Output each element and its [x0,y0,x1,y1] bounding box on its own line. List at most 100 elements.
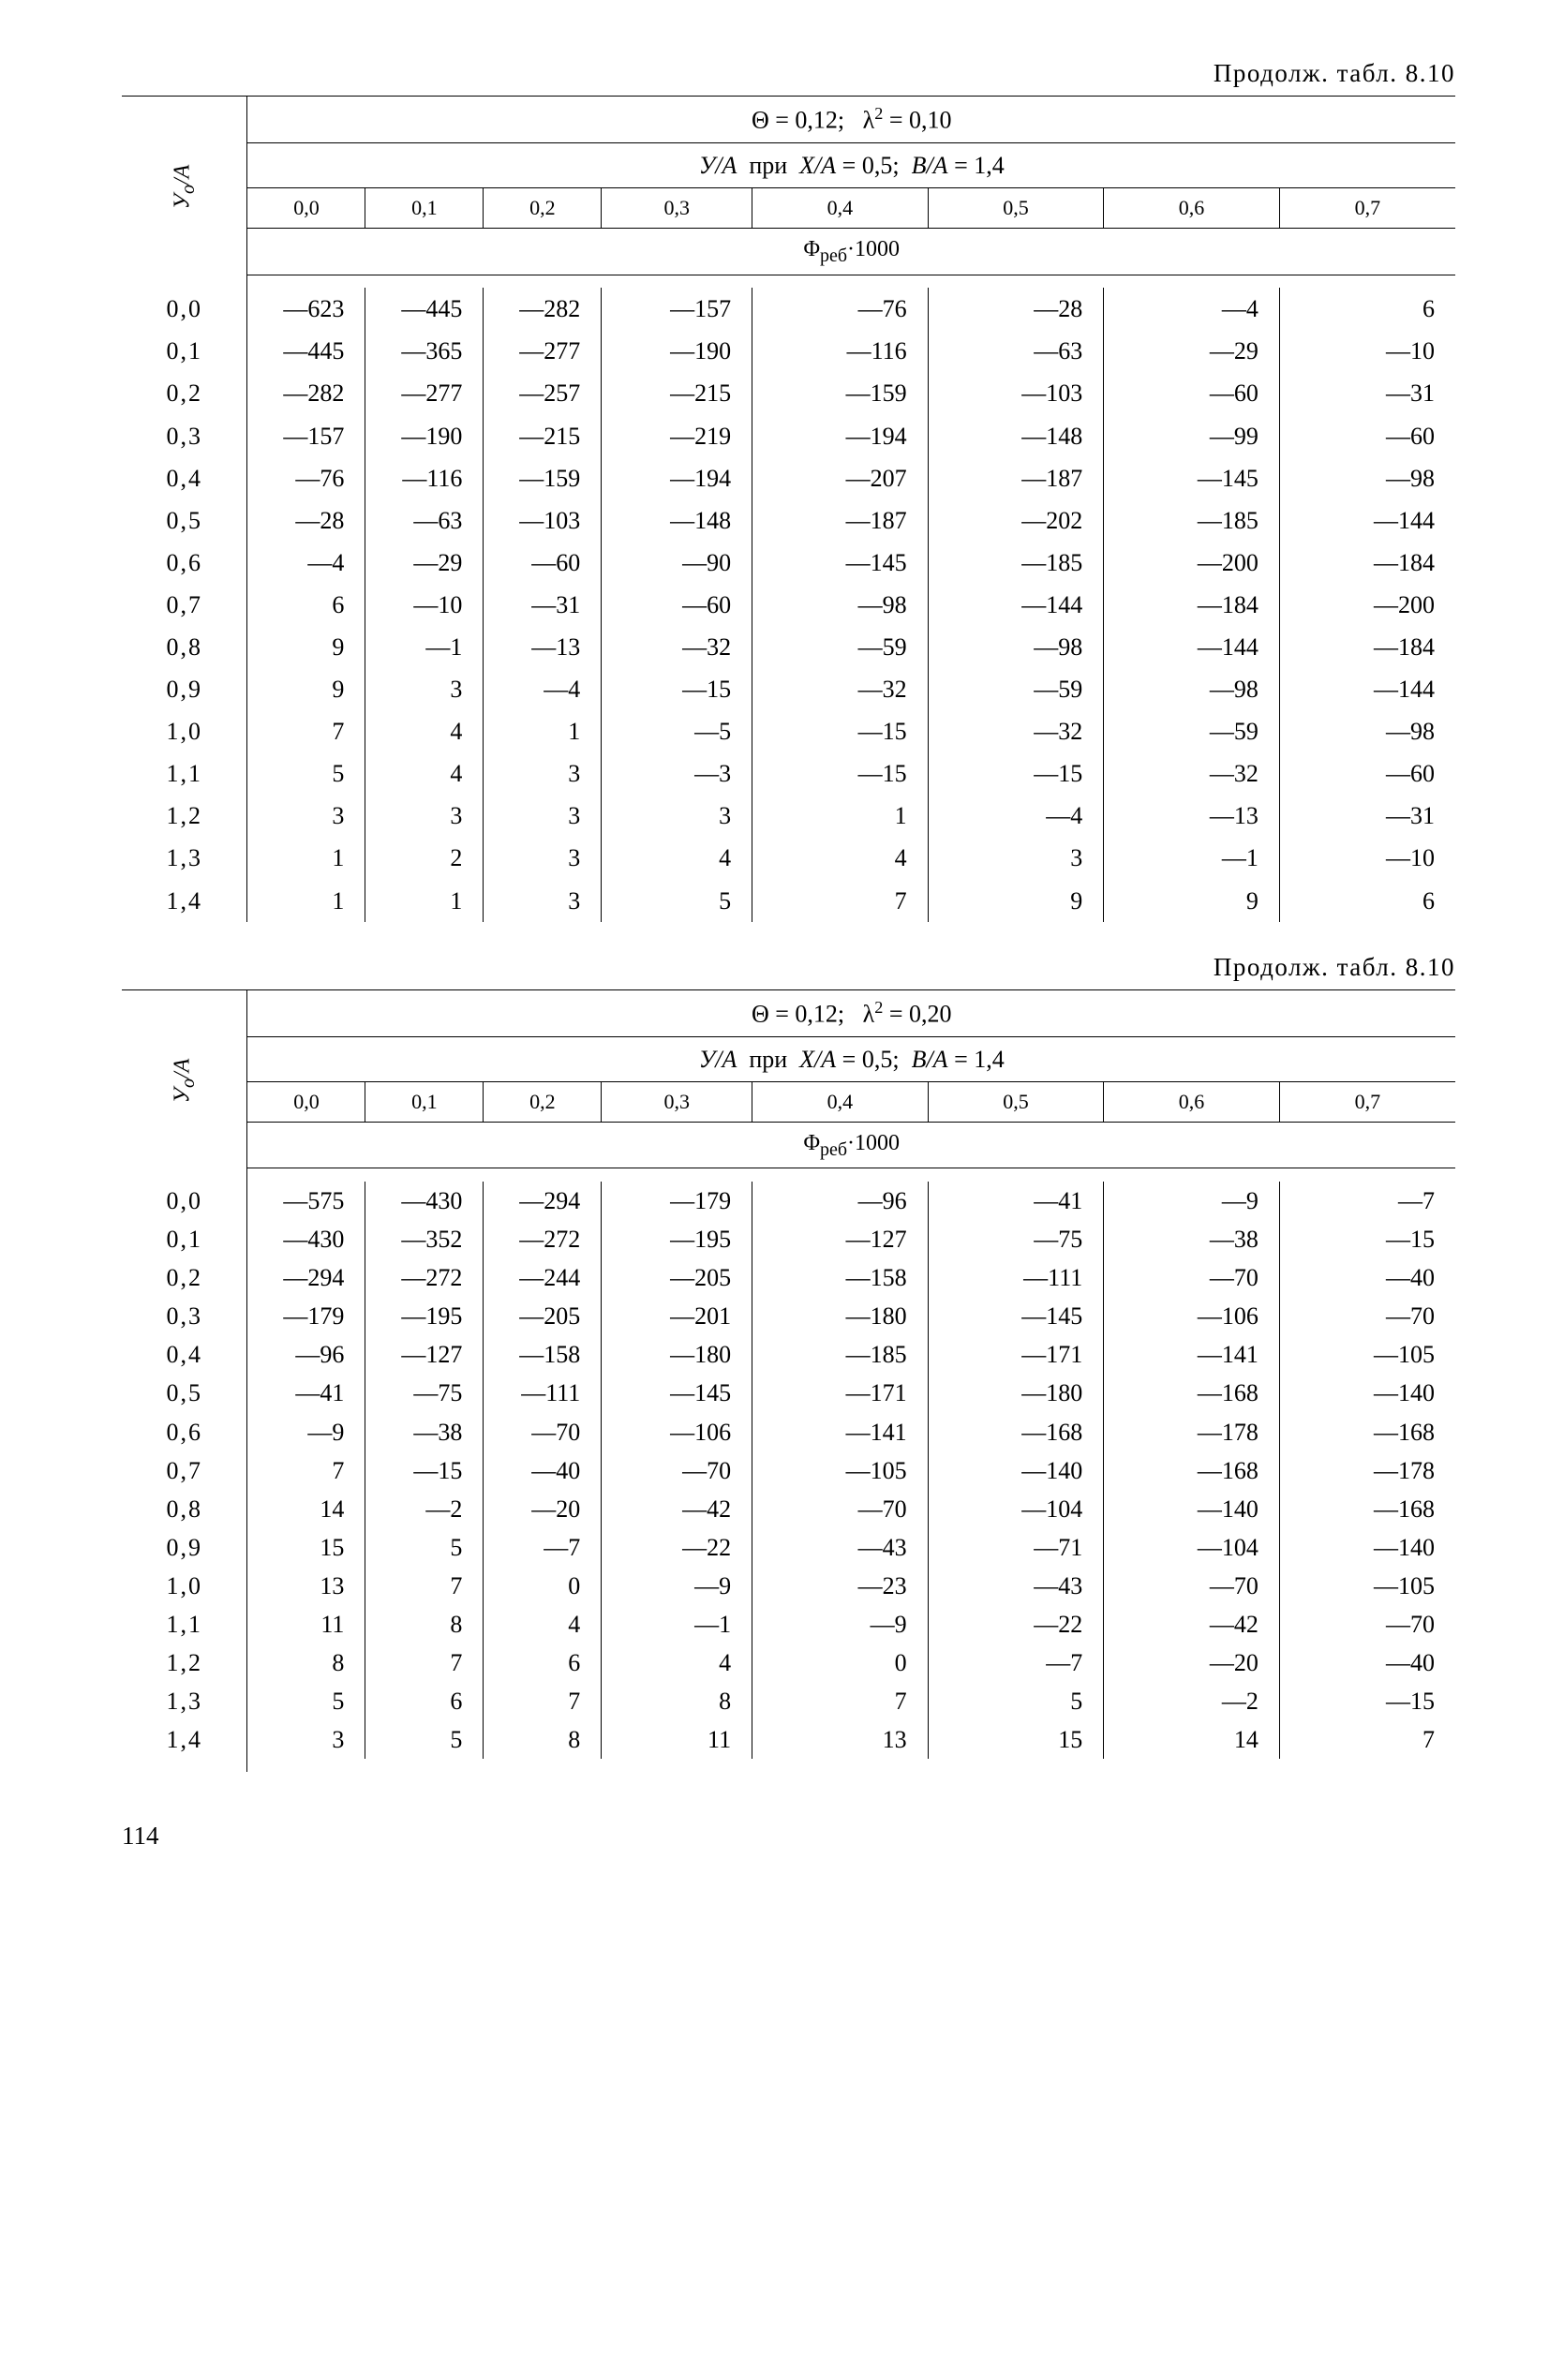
cell-value: —106 [602,1413,752,1451]
cell-value: 8 [247,1644,365,1682]
table-row: 0,76—10—31—60—98—144—184—200 [122,584,1455,626]
cell-value: 1 [752,795,929,837]
table-row: 1,11184—1—9—22—42—70 [122,1605,1455,1644]
cell-value: 4 [365,710,484,752]
cell-value: 7 [484,1682,602,1720]
cell-value: —171 [928,1335,1104,1374]
table-row: 0,9155—7—22—43—71—104—140 [122,1528,1455,1567]
cell-value: —158 [752,1258,929,1297]
cell-value: —29 [1104,330,1280,372]
cell-value: 3 [928,837,1104,879]
row-label: 0,7 [122,584,247,626]
cell-value: —623 [247,288,365,330]
cell-value: —60 [1279,752,1455,795]
cell-value: 1 [247,880,365,922]
cell-value: —111 [928,1258,1104,1297]
cell-value: —159 [752,372,929,414]
col-header: 0,3 [602,1081,752,1122]
phi-line-1: Φреб·1000 [247,228,1455,275]
table-row: 0,1—430—352—272—195—127—75—38—15 [122,1220,1455,1258]
row-label: 1,0 [122,1567,247,1605]
cell-value: —185 [928,542,1104,584]
cell-value: 11 [602,1720,752,1759]
cell-value: —140 [1279,1528,1455,1567]
cell-value: 5 [247,1682,365,1720]
cell-value: —40 [1279,1644,1455,1682]
cell-value: 4 [752,837,929,879]
cell-value: —215 [484,415,602,457]
table-caption-1: Продолж. табл. 8.10 [122,56,1455,90]
table-row: 0,4—76—116—159—194—207—187—145—98 [122,457,1455,499]
col-header: 0,3 [602,188,752,229]
cell-value: —158 [484,1335,602,1374]
row-label: 0,9 [122,668,247,710]
table-row: 0,89—1—13—32—59—98—144—184 [122,626,1455,668]
row-label: 0,0 [122,288,247,330]
table-row: 1,411357996 [122,880,1455,922]
cell-value: —70 [1279,1297,1455,1335]
row-label: 0,2 [122,1258,247,1297]
cell-value: 4 [365,752,484,795]
cell-value: —168 [1104,1451,1280,1490]
cell-value: —38 [365,1413,484,1451]
row-label: 0,6 [122,542,247,584]
table-body-1: 0,0—623—445—282—157—76—28—460,1—445—365—… [122,288,1455,921]
cell-value: —430 [365,1182,484,1220]
cell-value: —70 [602,1451,752,1490]
table-row: 0,3—179—195—205—201—180—145—106—70 [122,1297,1455,1335]
cell-value: —180 [752,1297,929,1335]
cell-value: —116 [752,330,929,372]
col-header: 0,5 [928,188,1104,229]
cell-value: —190 [365,415,484,457]
col-header: 0,1 [365,188,484,229]
cell-value: —70 [1104,1567,1280,1605]
cell-value: —141 [752,1413,929,1451]
table-row: 0,6—9—38—70—106—141—168—178—168 [122,1413,1455,1451]
col-header: 0,0 [247,188,365,229]
cell-value: —365 [365,330,484,372]
page-number: 114 [122,1819,1455,1852]
row-label: 1,2 [122,1644,247,1682]
cell-value: —60 [484,542,602,584]
cell-value: —148 [602,499,752,542]
cell-value: —59 [1104,710,1280,752]
row-label: 1,0 [122,710,247,752]
cell-value: 3 [484,837,602,879]
cell-value: —103 [484,499,602,542]
row-label: 0,1 [122,1220,247,1258]
cell-value: 3 [484,795,602,837]
stub-header: Уo/A [122,97,247,275]
cell-value: —63 [365,499,484,542]
stub-header: Уo/A [122,990,247,1168]
col-header: 0,2 [484,1081,602,1122]
cell-value: 3 [247,795,365,837]
cell-value: —7 [928,1644,1104,1682]
cell-value: —13 [484,626,602,668]
row-label: 0,3 [122,415,247,457]
cell-value: —168 [1279,1413,1455,1451]
cell-value: 3 [365,795,484,837]
cell-value: —60 [1104,372,1280,414]
params-line-2: Θ = 0,12; λ2 = 0,20 [247,990,1455,1037]
cell-value: —207 [752,457,929,499]
cell-value: —148 [928,415,1104,457]
cell-value: —145 [928,1297,1104,1335]
cell-value: —282 [247,372,365,414]
cell-value: —202 [928,499,1104,542]
cell-value: —575 [247,1182,365,1220]
row-label: 1,4 [122,1720,247,1759]
cell-value: 7 [752,1682,929,1720]
cell-value: 5 [928,1682,1104,1720]
data-table-1: Уo/A Θ = 0,12; λ2 = 0,10 У/А при X/A = 0… [122,96,1455,921]
cell-value: 1 [247,837,365,879]
table-row: 0,5—28—63—103—148—187—202—185—144 [122,499,1455,542]
cell-value: —127 [365,1335,484,1374]
cell-value: —157 [602,288,752,330]
table-row: 0,6—4—29—60—90—145—185—200—184 [122,542,1455,584]
cell-value: —171 [752,1374,929,1412]
cell-value: —59 [928,668,1104,710]
cell-value: —20 [1104,1644,1280,1682]
cell-value: —144 [1104,626,1280,668]
cell-value: —9 [752,1605,929,1644]
cell-value: 8 [484,1720,602,1759]
